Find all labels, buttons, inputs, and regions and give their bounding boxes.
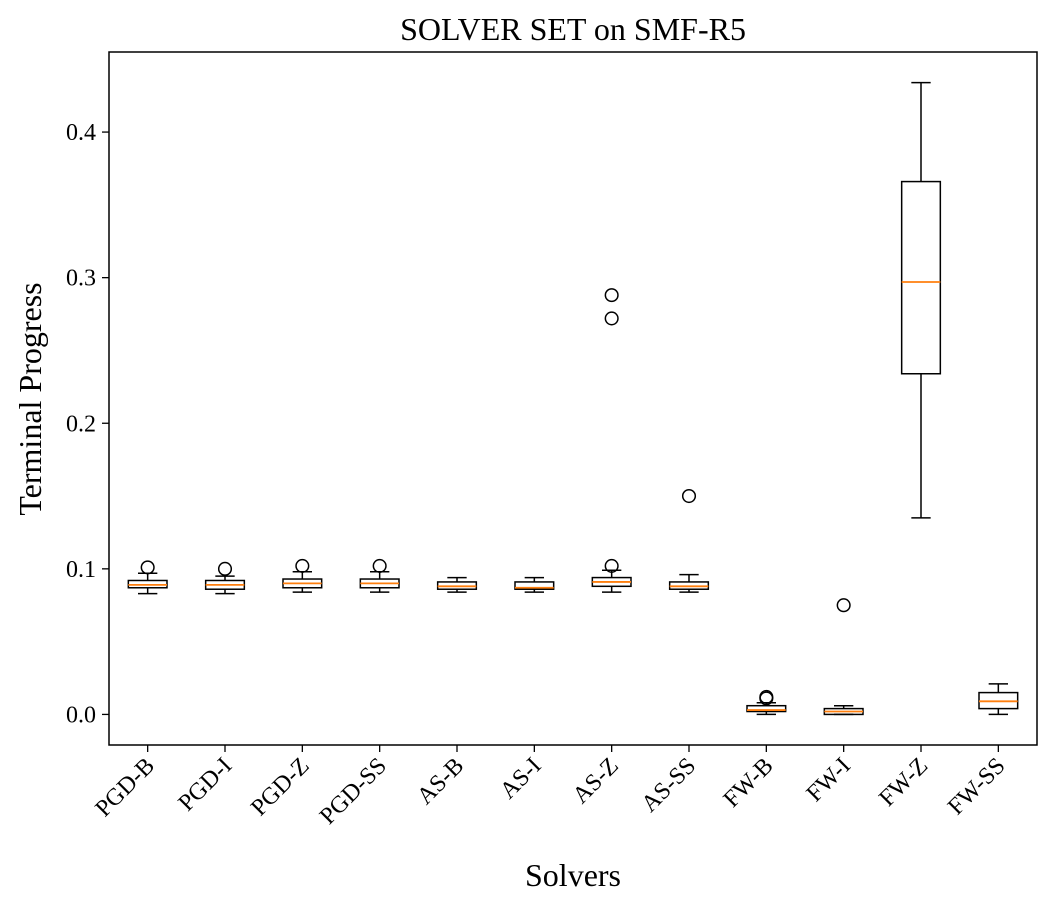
outlier-point	[217, 561, 233, 576]
y-axis-label: Terminal Progress	[12, 282, 48, 515]
outlier-point	[681, 488, 697, 504]
axes-frame	[108, 51, 1038, 746]
outlier-point	[295, 558, 310, 573]
outlier-point	[604, 558, 619, 573]
outlier-point	[372, 558, 387, 573]
outlier-point	[836, 598, 851, 613]
outlier-point	[604, 288, 619, 303]
y-tick-label: 0.2	[66, 411, 96, 437]
y-tick-label: 0.4	[66, 120, 96, 146]
box-iqr	[900, 180, 942, 375]
y-tick-label: 0.1	[66, 557, 96, 583]
outlier-point	[604, 311, 619, 326]
outlier-point	[140, 560, 155, 575]
y-tick-label: 0.0	[66, 702, 96, 728]
x-axis-label: Solvers	[525, 857, 621, 893]
outlier-point	[759, 689, 774, 705]
chart-title: SOLVER SET on SMF-R5	[400, 11, 746, 47]
box-iqr	[514, 581, 555, 590]
box-iqr	[746, 704, 787, 713]
y-tick-label: 0.3	[66, 266, 96, 292]
